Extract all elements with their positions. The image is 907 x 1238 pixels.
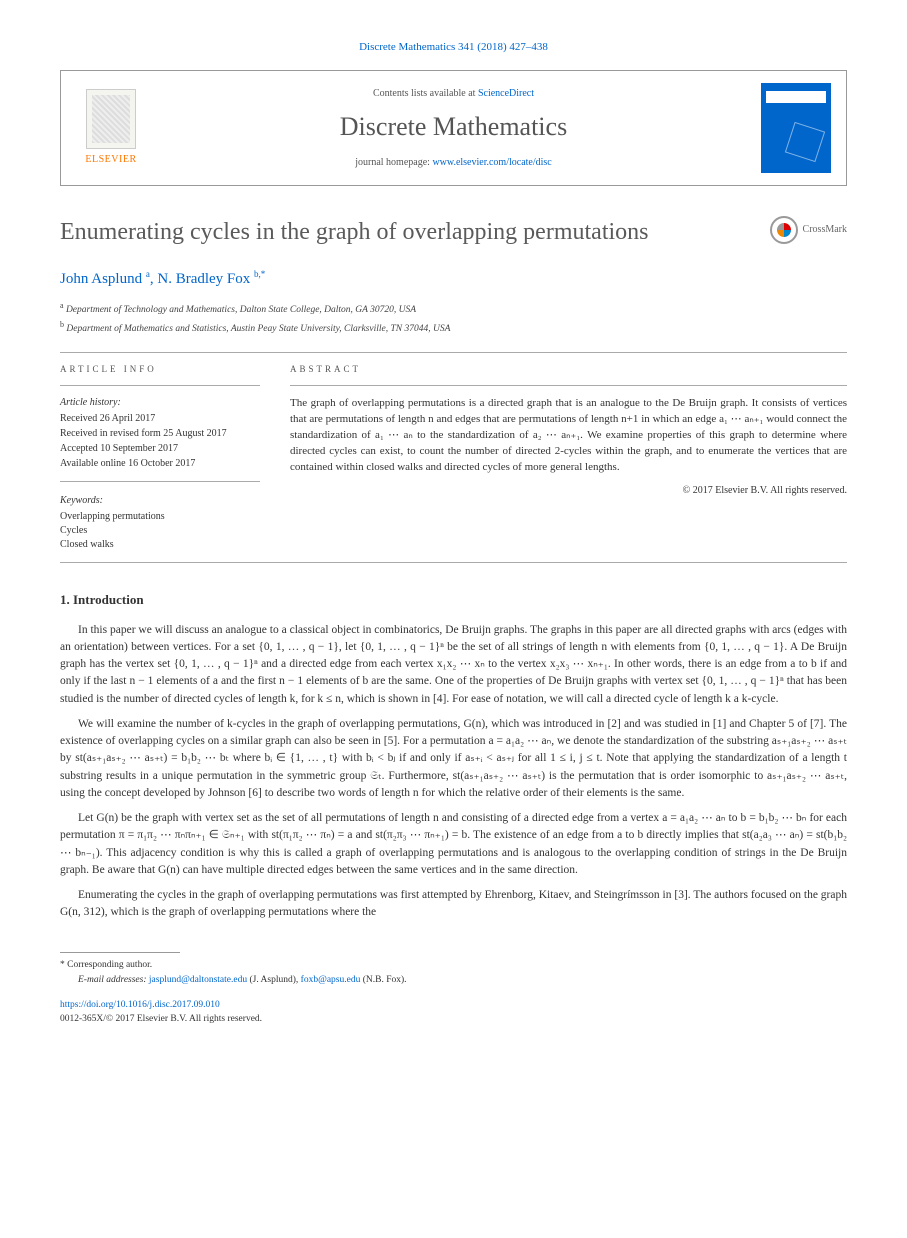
publisher-name: ELSEVIER bbox=[85, 153, 136, 167]
affiliation-text: Department of Mathematics and Statistics… bbox=[66, 325, 450, 335]
keywords-label: Keywords: bbox=[60, 494, 260, 508]
author-aff-marker: a bbox=[146, 269, 150, 279]
author-aff-marker: b,* bbox=[254, 269, 265, 279]
section-heading: 1. Introduction bbox=[60, 591, 847, 609]
journal-title: Discrete Mathematics bbox=[161, 109, 746, 145]
keyword: Overlapping permutations bbox=[60, 510, 260, 524]
doi-link[interactable]: https://doi.org/10.1016/j.disc.2017.09.0… bbox=[60, 1000, 220, 1010]
homepage-link[interactable]: www.elsevier.com/locate/disc bbox=[432, 157, 551, 168]
abstract-text: The graph of overlapping permutations is… bbox=[290, 396, 847, 476]
affiliation-text: Department of Technology and Mathematics… bbox=[66, 305, 416, 315]
divider bbox=[60, 562, 847, 563]
abstract-label: ABSTRACT bbox=[290, 363, 847, 376]
aff-marker: a bbox=[60, 301, 64, 310]
history-item: Available online 16 October 2017 bbox=[60, 457, 260, 471]
crossmark-icon bbox=[770, 216, 798, 244]
crossmark-badge[interactable]: CrossMark bbox=[770, 216, 847, 244]
history-item: Received in revised form 25 August 2017 bbox=[60, 427, 260, 441]
crossmark-label: CrossMark bbox=[803, 223, 847, 237]
divider bbox=[60, 352, 847, 353]
author-email-link[interactable]: jasplund@daltonstate.edu bbox=[149, 975, 247, 985]
publisher-logo-block: ELSEVIER bbox=[76, 89, 146, 167]
email-label: E-mail addresses: bbox=[78, 975, 147, 985]
issn-line: 0012-365X/© 2017 Elsevier B.V. All right… bbox=[60, 1013, 847, 1026]
body-paragraph: In this paper we will discuss an analogu… bbox=[60, 622, 847, 708]
header-center: Contents lists available at ScienceDirec… bbox=[161, 87, 746, 169]
keyword: Closed walks bbox=[60, 538, 260, 552]
header-box: ELSEVIER Contents lists available at Sci… bbox=[60, 70, 847, 186]
keyword: Cycles bbox=[60, 524, 260, 538]
history-item: Received 26 April 2017 bbox=[60, 412, 260, 426]
info-abstract-row: ARTICLE INFO Article history: Received 2… bbox=[60, 363, 847, 553]
divider bbox=[290, 385, 847, 386]
corresponding-author-note: * Corresponding author. bbox=[60, 959, 847, 972]
author-name[interactable]: N. Bradley Fox bbox=[157, 271, 250, 287]
doi-line: https://doi.org/10.1016/j.disc.2017.09.0… bbox=[60, 999, 847, 1012]
divider bbox=[60, 385, 260, 386]
contents-line: Contents lists available at ScienceDirec… bbox=[161, 87, 746, 101]
journal-cover-icon bbox=[761, 83, 831, 173]
article-info-col: ARTICLE INFO Article history: Received 2… bbox=[60, 363, 260, 553]
footer-rule bbox=[60, 952, 180, 953]
elsevier-tree-icon bbox=[86, 89, 136, 149]
article-info-label: ARTICLE INFO bbox=[60, 363, 260, 376]
contents-prefix: Contents lists available at bbox=[373, 88, 478, 99]
sciencedirect-link[interactable]: ScienceDirect bbox=[478, 88, 534, 99]
article-title: Enumerating cycles in the graph of overl… bbox=[60, 216, 847, 250]
body-paragraph: Let G(n) be the graph with vertex set as… bbox=[60, 810, 847, 879]
abstract-col: ABSTRACT The graph of overlapping permut… bbox=[290, 363, 847, 553]
divider bbox=[60, 481, 260, 482]
email-line: E-mail addresses: jasplund@daltonstate.e… bbox=[60, 974, 847, 987]
homepage-line: journal homepage: www.elsevier.com/locat… bbox=[161, 156, 746, 170]
authors-line: John Asplund a, N. Bradley Fox b,* bbox=[60, 268, 847, 290]
homepage-prefix: journal homepage: bbox=[355, 157, 432, 168]
author-email-link[interactable]: foxb@apsu.edu bbox=[301, 975, 361, 985]
body-paragraph: We will examine the number of k-cycles i… bbox=[60, 716, 847, 802]
email-who: (N.B. Fox) bbox=[363, 975, 404, 985]
history-item: Accepted 10 September 2017 bbox=[60, 442, 260, 456]
affiliations: a Department of Technology and Mathemati… bbox=[60, 300, 847, 337]
email-who: (J. Asplund) bbox=[249, 975, 295, 985]
aff-marker: b bbox=[60, 320, 64, 329]
body-paragraph: Enumerating the cycles in the graph of o… bbox=[60, 887, 847, 922]
history-label: Article history: bbox=[60, 396, 260, 410]
journal-ref-link[interactable]: Discrete Mathematics 341 (2018) 427–438 bbox=[359, 41, 548, 53]
abstract-copyright: © 2017 Elsevier B.V. All rights reserved… bbox=[290, 484, 847, 498]
author-name[interactable]: John Asplund bbox=[60, 271, 142, 287]
journal-reference: Discrete Mathematics 341 (2018) 427–438 bbox=[60, 40, 847, 55]
